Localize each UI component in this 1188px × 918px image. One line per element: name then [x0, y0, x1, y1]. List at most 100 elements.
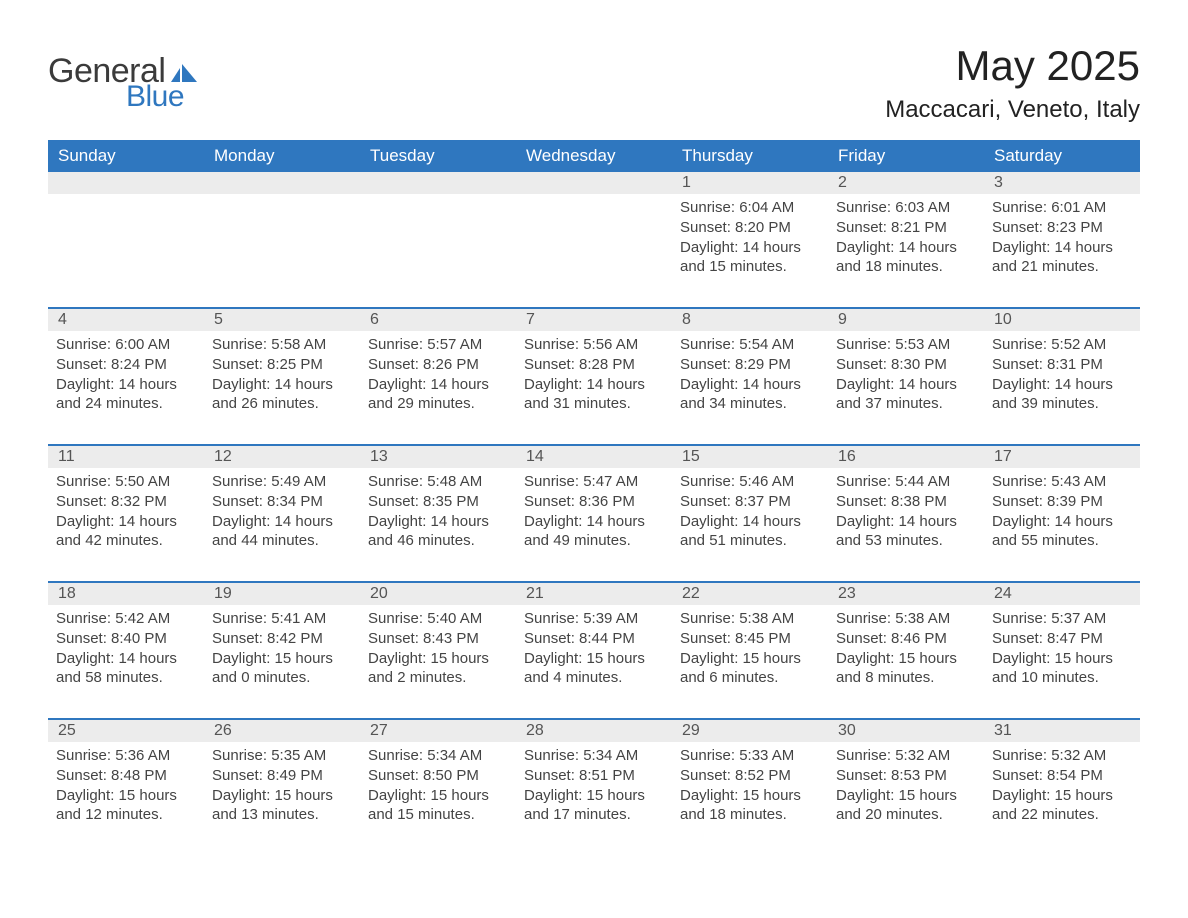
weekday-header: Sunday: [48, 140, 204, 172]
calendar-day-cell: 23Sunrise: 5:38 AMSunset: 8:46 PMDayligh…: [828, 583, 984, 718]
calendar-day-cell: [360, 172, 516, 307]
day-number: 5: [204, 309, 360, 331]
calendar-day-cell: 19Sunrise: 5:41 AMSunset: 8:42 PMDayligh…: [204, 583, 360, 718]
calendar-day-cell: 14Sunrise: 5:47 AMSunset: 8:36 PMDayligh…: [516, 446, 672, 581]
calendar-day-cell: [516, 172, 672, 307]
weekday-header: Monday: [204, 140, 360, 172]
weekday-header: Tuesday: [360, 140, 516, 172]
day-number: 27: [360, 720, 516, 742]
day-number: 11: [48, 446, 204, 468]
calendar-day-cell: 4Sunrise: 6:00 AMSunset: 8:24 PMDaylight…: [48, 309, 204, 444]
calendar-day-cell: 21Sunrise: 5:39 AMSunset: 8:44 PMDayligh…: [516, 583, 672, 718]
calendar: Sunday Monday Tuesday Wednesday Thursday…: [48, 140, 1140, 855]
header: General Blue May 2025 Maccacari, Veneto,…: [48, 36, 1140, 124]
calendar-day-cell: 22Sunrise: 5:38 AMSunset: 8:45 PMDayligh…: [672, 583, 828, 718]
calendar-day-cell: 1Sunrise: 6:04 AMSunset: 8:20 PMDaylight…: [672, 172, 828, 307]
day-number: 28: [516, 720, 672, 742]
calendar-day-cell: 9Sunrise: 5:53 AMSunset: 8:30 PMDaylight…: [828, 309, 984, 444]
calendar-day-cell: 26Sunrise: 5:35 AMSunset: 8:49 PMDayligh…: [204, 720, 360, 855]
calendar-day-cell: 3Sunrise: 6:01 AMSunset: 8:23 PMDaylight…: [984, 172, 1140, 307]
calendar-day-cell: 13Sunrise: 5:48 AMSunset: 8:35 PMDayligh…: [360, 446, 516, 581]
day-number: 4: [48, 309, 204, 331]
day-details: Sunrise: 5:43 AMSunset: 8:39 PMDaylight:…: [984, 468, 1140, 551]
day-details: Sunrise: 5:32 AMSunset: 8:54 PMDaylight:…: [984, 742, 1140, 825]
day-details: Sunrise: 5:38 AMSunset: 8:45 PMDaylight:…: [672, 605, 828, 688]
day-details: Sunrise: 5:44 AMSunset: 8:38 PMDaylight:…: [828, 468, 984, 551]
weekday-header: Saturday: [984, 140, 1140, 172]
calendar-day-cell: 5Sunrise: 5:58 AMSunset: 8:25 PMDaylight…: [204, 309, 360, 444]
day-details: Sunrise: 6:03 AMSunset: 8:21 PMDaylight:…: [828, 194, 984, 277]
calendar-day-cell: 28Sunrise: 5:34 AMSunset: 8:51 PMDayligh…: [516, 720, 672, 855]
calendar-day-cell: 11Sunrise: 5:50 AMSunset: 8:32 PMDayligh…: [48, 446, 204, 581]
day-details: Sunrise: 5:50 AMSunset: 8:32 PMDaylight:…: [48, 468, 204, 551]
calendar-week-row: 25Sunrise: 5:36 AMSunset: 8:48 PMDayligh…: [48, 718, 1140, 855]
day-number: 15: [672, 446, 828, 468]
calendar-day-cell: 12Sunrise: 5:49 AMSunset: 8:34 PMDayligh…: [204, 446, 360, 581]
weekday-header-row: Sunday Monday Tuesday Wednesday Thursday…: [48, 140, 1140, 172]
weekday-header: Wednesday: [516, 140, 672, 172]
day-details: Sunrise: 5:38 AMSunset: 8:46 PMDaylight:…: [828, 605, 984, 688]
day-details: Sunrise: 5:36 AMSunset: 8:48 PMDaylight:…: [48, 742, 204, 825]
day-number: 31: [984, 720, 1140, 742]
day-details: Sunrise: 5:46 AMSunset: 8:37 PMDaylight:…: [672, 468, 828, 551]
day-number: 23: [828, 583, 984, 605]
day-number: 19: [204, 583, 360, 605]
day-details: Sunrise: 5:52 AMSunset: 8:31 PMDaylight:…: [984, 331, 1140, 414]
day-number: [360, 172, 516, 194]
calendar-day-cell: 30Sunrise: 5:32 AMSunset: 8:53 PMDayligh…: [828, 720, 984, 855]
weekday-header: Thursday: [672, 140, 828, 172]
calendar-week-row: 4Sunrise: 6:00 AMSunset: 8:24 PMDaylight…: [48, 307, 1140, 444]
day-details: Sunrise: 5:35 AMSunset: 8:49 PMDaylight:…: [204, 742, 360, 825]
calendar-day-cell: 27Sunrise: 5:34 AMSunset: 8:50 PMDayligh…: [360, 720, 516, 855]
day-details: Sunrise: 5:39 AMSunset: 8:44 PMDaylight:…: [516, 605, 672, 688]
day-number: 16: [828, 446, 984, 468]
calendar-day-cell: [48, 172, 204, 307]
title-location: Maccacari, Veneto, Italy: [885, 96, 1140, 124]
calendar-day-cell: 8Sunrise: 5:54 AMSunset: 8:29 PMDaylight…: [672, 309, 828, 444]
day-number: 26: [204, 720, 360, 742]
calendar-day-cell: 25Sunrise: 5:36 AMSunset: 8:48 PMDayligh…: [48, 720, 204, 855]
day-number: [516, 172, 672, 194]
day-details: Sunrise: 5:40 AMSunset: 8:43 PMDaylight:…: [360, 605, 516, 688]
day-number: [48, 172, 204, 194]
calendar-day-cell: 18Sunrise: 5:42 AMSunset: 8:40 PMDayligh…: [48, 583, 204, 718]
title-month-year: May 2025: [885, 42, 1140, 90]
day-number: 1: [672, 172, 828, 194]
day-details: Sunrise: 5:48 AMSunset: 8:35 PMDaylight:…: [360, 468, 516, 551]
calendar-week-row: 11Sunrise: 5:50 AMSunset: 8:32 PMDayligh…: [48, 444, 1140, 581]
day-details: Sunrise: 5:34 AMSunset: 8:50 PMDaylight:…: [360, 742, 516, 825]
day-details: Sunrise: 5:56 AMSunset: 8:28 PMDaylight:…: [516, 331, 672, 414]
title-block: May 2025 Maccacari, Veneto, Italy: [885, 36, 1140, 124]
day-number: 6: [360, 309, 516, 331]
day-number: [204, 172, 360, 194]
day-details: Sunrise: 5:57 AMSunset: 8:26 PMDaylight:…: [360, 331, 516, 414]
calendar-day-cell: 10Sunrise: 5:52 AMSunset: 8:31 PMDayligh…: [984, 309, 1140, 444]
day-details: Sunrise: 5:58 AMSunset: 8:25 PMDaylight:…: [204, 331, 360, 414]
day-number: 29: [672, 720, 828, 742]
day-details: Sunrise: 6:01 AMSunset: 8:23 PMDaylight:…: [984, 194, 1140, 277]
day-details: Sunrise: 5:49 AMSunset: 8:34 PMDaylight:…: [204, 468, 360, 551]
day-details: Sunrise: 5:37 AMSunset: 8:47 PMDaylight:…: [984, 605, 1140, 688]
day-number: 18: [48, 583, 204, 605]
logo-word-blue: Blue: [126, 82, 199, 112]
day-number: 13: [360, 446, 516, 468]
calendar-day-cell: [204, 172, 360, 307]
calendar-day-cell: 24Sunrise: 5:37 AMSunset: 8:47 PMDayligh…: [984, 583, 1140, 718]
day-number: 14: [516, 446, 672, 468]
calendar-day-cell: 20Sunrise: 5:40 AMSunset: 8:43 PMDayligh…: [360, 583, 516, 718]
day-number: 22: [672, 583, 828, 605]
calendar-day-cell: 17Sunrise: 5:43 AMSunset: 8:39 PMDayligh…: [984, 446, 1140, 581]
calendar-week-row: 18Sunrise: 5:42 AMSunset: 8:40 PMDayligh…: [48, 581, 1140, 718]
calendar-day-cell: 15Sunrise: 5:46 AMSunset: 8:37 PMDayligh…: [672, 446, 828, 581]
day-details: Sunrise: 5:33 AMSunset: 8:52 PMDaylight:…: [672, 742, 828, 825]
day-details: Sunrise: 5:32 AMSunset: 8:53 PMDaylight:…: [828, 742, 984, 825]
day-number: 10: [984, 309, 1140, 331]
day-number: 21: [516, 583, 672, 605]
day-details: Sunrise: 5:47 AMSunset: 8:36 PMDaylight:…: [516, 468, 672, 551]
calendar-day-cell: 31Sunrise: 5:32 AMSunset: 8:54 PMDayligh…: [984, 720, 1140, 855]
calendar-week-row: 1Sunrise: 6:04 AMSunset: 8:20 PMDaylight…: [48, 172, 1140, 307]
day-details: Sunrise: 5:53 AMSunset: 8:30 PMDaylight:…: [828, 331, 984, 414]
day-number: 3: [984, 172, 1140, 194]
day-number: 12: [204, 446, 360, 468]
day-details: Sunrise: 6:00 AMSunset: 8:24 PMDaylight:…: [48, 331, 204, 414]
